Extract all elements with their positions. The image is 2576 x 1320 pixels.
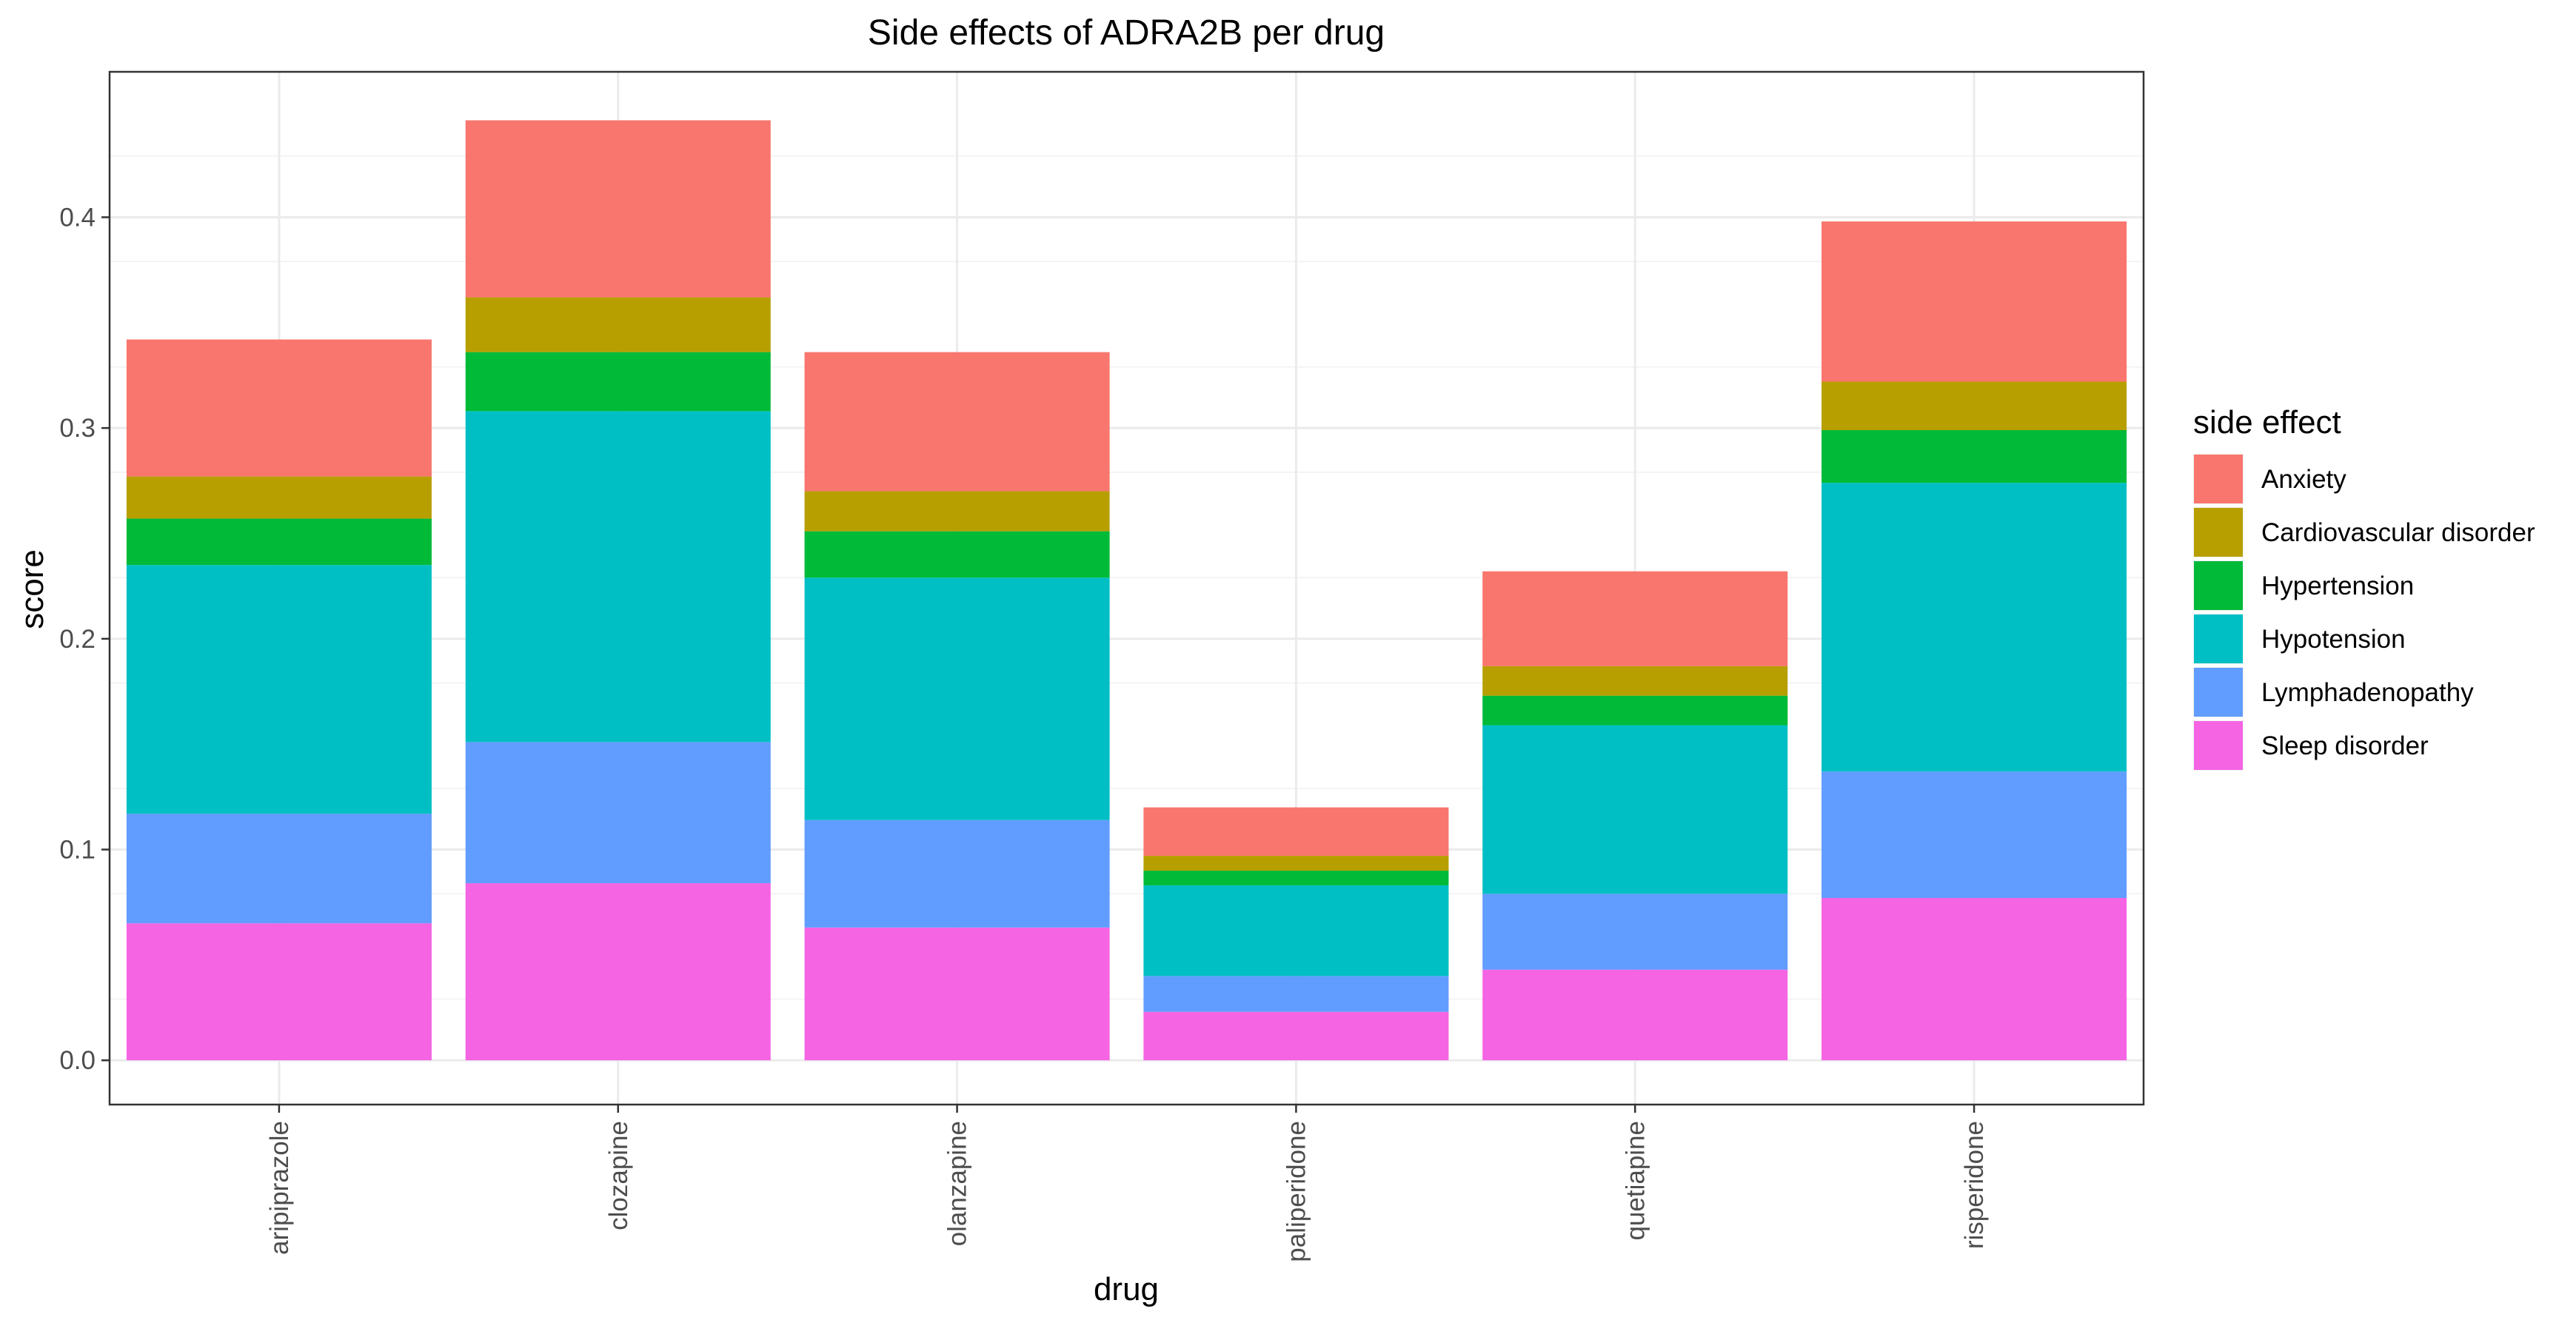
legend-swatch [2194,455,2243,503]
y-axis-ticks: 0.0 0.1 0.2 0.3 0.4 [59,203,110,1075]
bar-risperidone-anxiety [1821,221,2127,382]
x-tick-label: quetiapine [1621,1121,1650,1241]
bar-risperidone-hypotension [1821,483,2127,772]
bar-paliperidone-sleep-disorder [1143,1011,1449,1061]
y-tick-label: 0.2 [59,625,96,654]
bar-aripiprazole-sleep-disorder [126,923,432,1061]
bar-olanzapine-lymphadenopathy [804,820,1110,928]
y-tick-label: 0.4 [59,203,96,232]
y-tick-label: 0.1 [59,836,96,865]
bar-quetiapine-anxiety [1482,571,1788,666]
bar-quetiapine-cardiovascular-disorder [1482,666,1788,696]
legend-swatch [2194,721,2243,770]
bar-paliperidone-cardiovascular-disorder [1143,856,1449,871]
legend-swatch [2194,614,2243,663]
bar-clozapine-sleep-disorder [465,883,771,1061]
bar-aripiprazole-hypertension [126,518,432,566]
bar-quetiapine-hypotension [1482,725,1788,894]
legend: side effect Anxiety Cardiovascular disord… [2193,404,2535,771]
legend-label: Anxiety [2261,465,2346,494]
bar-clozapine-anxiety [465,120,771,298]
bar-risperidone-lymphadenopathy [1821,771,2127,898]
bar-olanzapine-hypertension [804,531,1110,578]
bar-risperidone-sleep-disorder [1821,898,2127,1061]
bar-quetiapine-lymphadenopathy [1482,894,1788,970]
legend-items: Anxiety Cardiovascular disorder Hypertensi… [2193,454,2535,771]
bar-aripiprazole-lymphadenopathy [126,814,432,924]
bar-aripiprazole-cardiovascular-disorder [126,476,432,519]
bar-olanzapine-sleep-disorder [804,927,1110,1061]
bar-paliperidone-lymphadenopathy [1143,976,1449,1012]
legend-label: Sleep disorder [2261,731,2429,760]
bar-paliperidone-anxiety [1143,807,1449,857]
bar-quetiapine-sleep-disorder [1482,969,1788,1061]
y-tick-label: 0.0 [59,1046,96,1075]
legend-title: side effect [2193,404,2341,440]
y-tick-label: 0.3 [59,414,96,443]
bar-paliperidone-hypotension [1143,885,1449,976]
bar-clozapine-hypotension [465,411,771,743]
x-tick-label: risperidone [1960,1121,1989,1249]
bar-quetiapine-hypertension [1482,695,1788,726]
legend-label: Cardiovascular disorder [2261,518,2535,547]
bar-aripiprazole-anxiety [126,339,432,477]
bar-olanzapine-cardiovascular-disorder [804,491,1110,532]
y-axis-title: score [14,549,50,629]
bar-risperidone-hypertension [1821,429,2127,483]
bar-olanzapine-anxiety [804,352,1110,492]
x-tick-label: aripiprazole [265,1121,294,1255]
legend-label: Lymphadenopathy [2261,678,2474,707]
x-tick-label: olanzapine [943,1121,972,1246]
bar-clozapine-hypertension [465,352,771,412]
legend-label: Hypertension [2261,572,2414,600]
bar-clozapine-cardiovascular-disorder [465,297,771,352]
legend-swatch [2194,668,2243,717]
bars [126,120,2127,1061]
bar-aripiprazole-hypotension [126,565,432,814]
x-axis-title: drug [1094,1271,1159,1307]
x-tick-label: paliperidone [1282,1121,1311,1262]
plot-panel-border [108,70,2145,1106]
legend-swatch [2194,508,2243,557]
bar-paliperidone-hypertension [1143,870,1449,885]
chart-title: Side effects of ADRA2B per drug [868,13,1385,53]
bar-clozapine-lymphadenopathy [465,742,771,884]
x-axis-ticks: aripiprazole clozapine olanzapine paliperid… [265,1105,1989,1262]
legend-swatch [2194,561,2243,610]
bar-risperidone-cardiovascular-disorder [1821,381,2127,430]
bar-olanzapine-hypotension [804,577,1110,820]
legend-label: Hypotension [2261,625,2406,654]
x-tick-label: clozapine [604,1121,633,1230]
